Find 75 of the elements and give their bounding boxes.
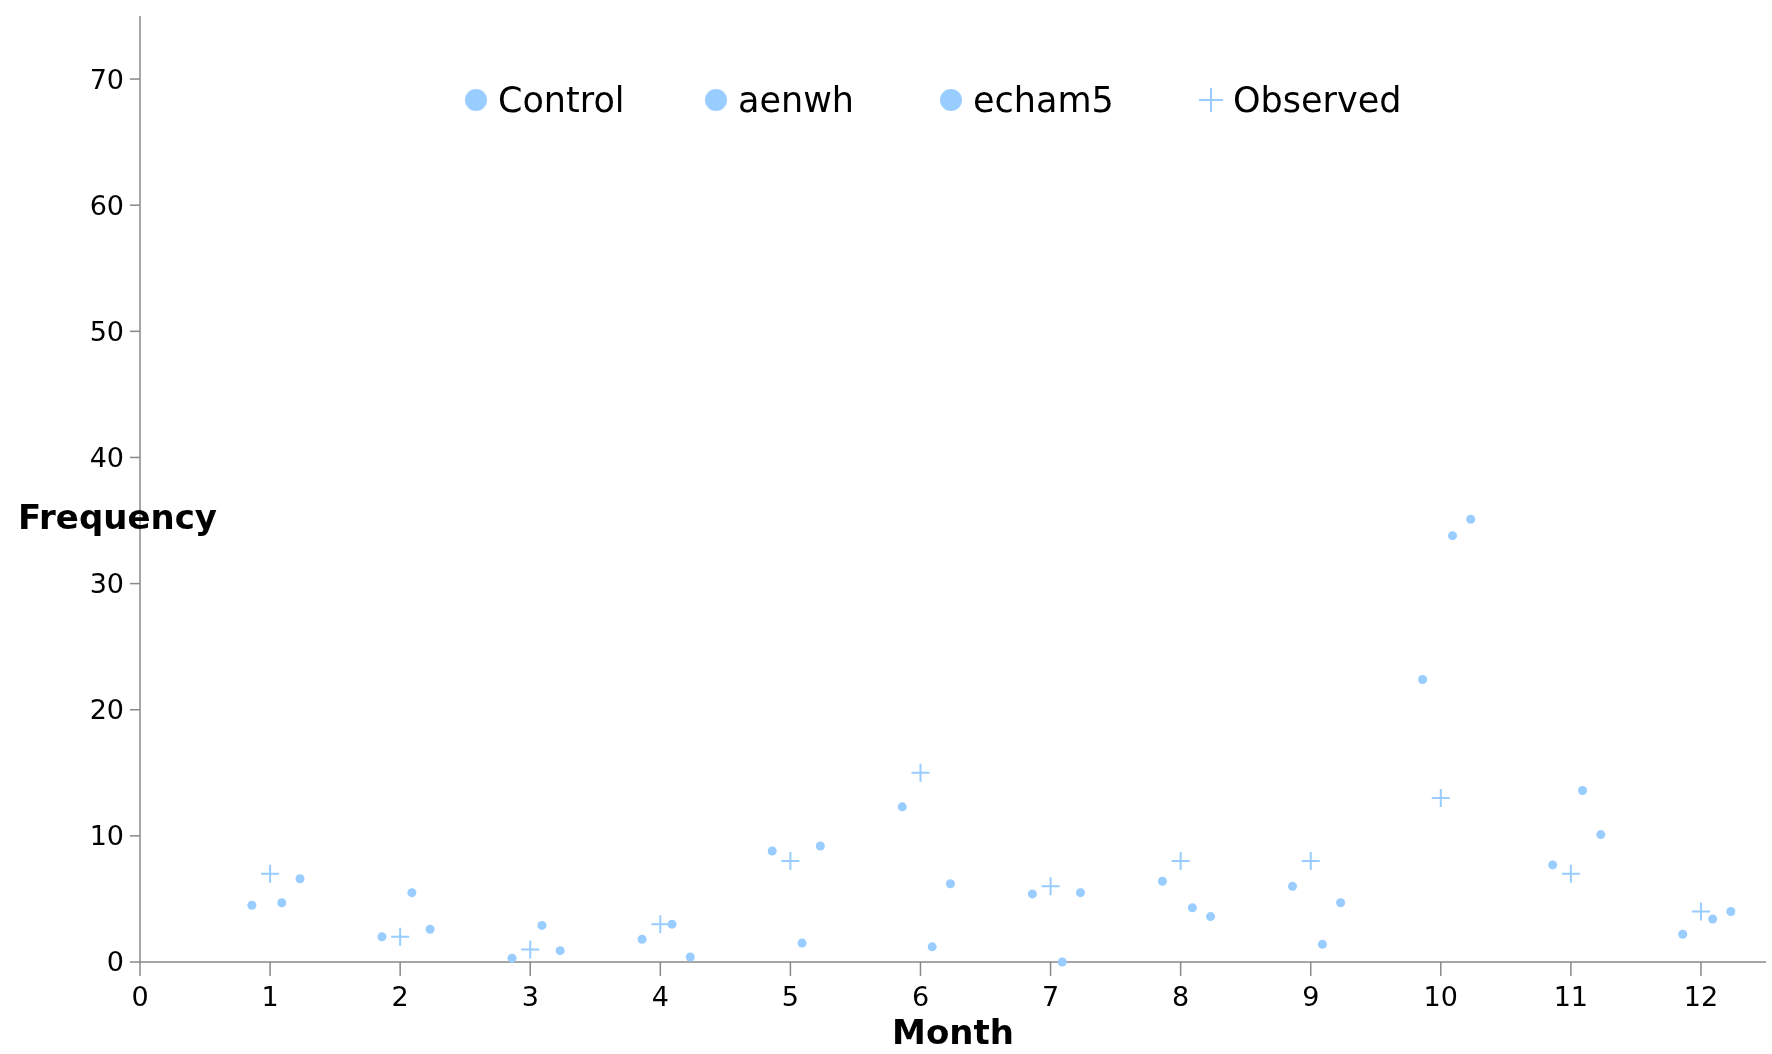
point xyxy=(650,914,671,935)
x-axis-title: Month xyxy=(892,1012,1014,1052)
point xyxy=(910,762,931,783)
point xyxy=(767,846,777,856)
y-tick-label: 30 xyxy=(89,568,124,600)
point xyxy=(1548,860,1558,870)
point xyxy=(520,939,541,960)
point xyxy=(295,874,305,884)
point xyxy=(407,888,417,898)
point xyxy=(1448,531,1458,541)
point xyxy=(1418,674,1428,684)
point xyxy=(1057,957,1067,967)
y-tick-label: 10 xyxy=(89,820,124,852)
x-tick-label: 11 xyxy=(1553,981,1589,1012)
x-tick-label: 8 xyxy=(1172,981,1190,1012)
x-tick-label: 3 xyxy=(521,981,539,1012)
point xyxy=(1596,830,1606,840)
point xyxy=(1187,903,1197,913)
x-tick-label: 2 xyxy=(391,981,409,1012)
point xyxy=(815,841,825,851)
point xyxy=(1170,851,1191,872)
point xyxy=(1560,863,1581,884)
legend-label: echam5 xyxy=(973,80,1114,121)
x-tick-label: 12 xyxy=(1683,981,1719,1012)
x-tick-label: 7 xyxy=(1041,981,1060,1012)
y-tick-label: 70 xyxy=(89,63,124,95)
point xyxy=(1027,889,1037,899)
y-tick-label: 0 xyxy=(106,946,124,978)
point xyxy=(1708,914,1718,924)
point xyxy=(1578,785,1588,795)
point xyxy=(897,802,907,812)
x-tick-label: 9 xyxy=(1302,981,1320,1012)
point xyxy=(1430,788,1451,809)
point xyxy=(1206,912,1216,922)
point xyxy=(1040,876,1061,897)
point xyxy=(1336,898,1346,908)
point xyxy=(537,920,547,930)
x-tick-label: 6 xyxy=(911,981,930,1012)
y-axis-title: Frequency xyxy=(18,497,218,537)
legend-label: Observed xyxy=(1233,80,1402,121)
point xyxy=(1075,888,1085,898)
point xyxy=(425,924,435,934)
point xyxy=(390,926,411,947)
point xyxy=(377,932,387,942)
x-tick-label: 5 xyxy=(781,981,799,1012)
x-tick-label: 0 xyxy=(131,981,149,1012)
point xyxy=(1157,876,1167,886)
y-tick-label: 20 xyxy=(89,694,124,726)
x-tick-label: 10 xyxy=(1423,981,1458,1012)
point xyxy=(637,934,647,944)
point xyxy=(797,938,807,948)
point xyxy=(1317,939,1327,949)
point xyxy=(555,946,565,956)
point xyxy=(247,900,257,910)
y-tick-label: 60 xyxy=(89,189,124,221)
legend-label: aenwh xyxy=(738,80,854,121)
point xyxy=(507,953,517,963)
point xyxy=(1690,901,1711,922)
point xyxy=(277,898,287,908)
point xyxy=(945,879,955,889)
point xyxy=(927,942,937,952)
point xyxy=(1288,881,1298,891)
point xyxy=(780,851,801,872)
point xyxy=(260,863,281,884)
y-tick-label: 50 xyxy=(89,315,124,347)
x-tick-label: 1 xyxy=(261,981,279,1012)
point xyxy=(1466,514,1476,524)
point xyxy=(1726,907,1736,917)
point xyxy=(685,952,695,962)
point xyxy=(1300,851,1321,872)
legend-label: Control xyxy=(498,80,625,121)
point xyxy=(1678,929,1688,939)
point xyxy=(667,919,677,929)
x-tick-label: 4 xyxy=(651,981,669,1012)
y-tick-label: 40 xyxy=(89,441,124,473)
